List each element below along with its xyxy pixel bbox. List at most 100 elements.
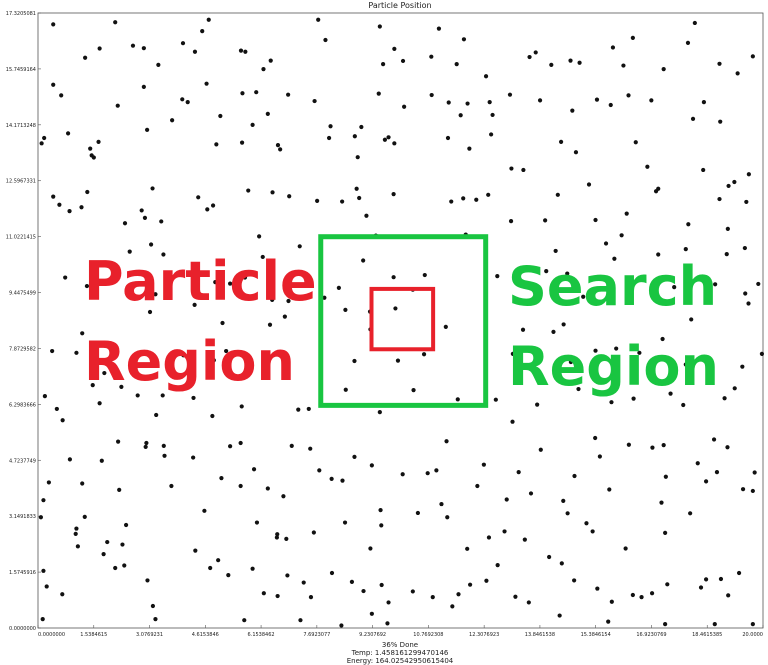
particle-point [557, 613, 562, 618]
particle-point [623, 546, 628, 551]
particle-point [619, 233, 624, 238]
particle-point [565, 511, 570, 516]
particle-point [270, 297, 275, 303]
particle-region-label-line1: Particle [84, 250, 317, 313]
particle-point [444, 439, 449, 444]
particle-point [486, 535, 492, 540]
particle-point [621, 63, 626, 68]
particle-point [434, 468, 439, 473]
particle-point [743, 291, 748, 296]
particle-point [690, 116, 696, 121]
particle-point [196, 195, 201, 200]
particle-point [343, 307, 348, 312]
x-tick-label: 3.0769231 [136, 632, 163, 638]
particle-point [386, 600, 391, 605]
chart-title: Particle Position [368, 1, 431, 10]
x-tick-label: 12.3076923 [469, 632, 499, 638]
particle-point [656, 252, 661, 257]
particle-point [261, 67, 266, 72]
particle-point [340, 478, 345, 483]
particle-point [449, 199, 454, 204]
particle-point [535, 402, 540, 407]
particle-point [726, 593, 731, 598]
particle-point [73, 531, 78, 537]
particle-point [243, 49, 248, 54]
particle-point [725, 445, 730, 450]
particle-point [59, 93, 64, 98]
particle-point [102, 370, 107, 376]
particle-point [322, 295, 327, 300]
particle-point [649, 98, 654, 103]
particle-point [228, 281, 233, 286]
particle-point [214, 142, 219, 147]
particle-point [436, 26, 442, 31]
particle-point [746, 301, 751, 306]
particle-point [593, 217, 598, 223]
particle-point [270, 190, 275, 195]
particle-point [507, 92, 513, 97]
y-tick-label: 11.0221415 [6, 235, 36, 241]
particle-point [349, 579, 355, 584]
particle-point [484, 578, 489, 583]
particle-point [558, 139, 564, 145]
particle-point [377, 24, 382, 29]
particle-point [342, 520, 348, 525]
particle-point [593, 435, 598, 441]
particle-point [54, 406, 59, 412]
particle-point [735, 71, 740, 76]
particle-point [41, 498, 46, 503]
particle-point [135, 393, 140, 398]
particle-point [219, 476, 224, 481]
particle-point [400, 472, 405, 477]
particle-point [74, 350, 79, 355]
particle-point [701, 167, 706, 173]
particle-point [213, 280, 218, 285]
particle-point [286, 298, 291, 304]
particle-point [429, 54, 434, 59]
particle-point [328, 124, 333, 129]
particle-point [584, 521, 589, 526]
particle-point [714, 470, 720, 475]
particle-point [639, 595, 644, 600]
particle-point [522, 537, 527, 542]
particle-point [538, 447, 543, 452]
particle-point [284, 536, 289, 541]
particle-point [555, 192, 560, 197]
particle-point [281, 494, 286, 499]
particle-point [265, 366, 270, 371]
particle-point [352, 454, 357, 459]
particle-point [116, 439, 121, 444]
particle-point [232, 374, 237, 379]
particle-point [665, 582, 670, 587]
particle-point [379, 582, 384, 588]
particle-point [60, 592, 65, 597]
particle-point [57, 202, 62, 207]
particle-point [565, 271, 570, 276]
particle-point [586, 182, 592, 187]
particle-point [119, 384, 124, 390]
temp-text: Temp: 1.458161299470146 [351, 649, 449, 657]
particle-point [202, 508, 207, 513]
particle-point [392, 141, 397, 146]
particle-point [150, 186, 155, 191]
y-tick-label: 4.7237749 [9, 458, 36, 464]
y-axis: 0.0000000 1.5745916 3.1491833 4.7237749 6.29… [6, 11, 41, 632]
particle-point [594, 97, 600, 102]
particle-point [142, 215, 148, 220]
particle-point [722, 396, 727, 401]
particle-point [685, 40, 691, 45]
particle-point [382, 137, 388, 142]
particle-point [359, 124, 364, 130]
particle-point [486, 192, 491, 197]
particle-point [610, 45, 616, 50]
particle-point [298, 618, 303, 623]
particle-point [130, 43, 136, 48]
particle-point [595, 586, 600, 591]
particle-point [740, 364, 745, 369]
particle-point [726, 183, 731, 189]
particle-point [192, 302, 197, 307]
x-tick-label: 6.1538462 [248, 632, 275, 638]
particle-point [687, 278, 692, 283]
particle-point [193, 548, 198, 553]
particle-point [650, 445, 655, 450]
